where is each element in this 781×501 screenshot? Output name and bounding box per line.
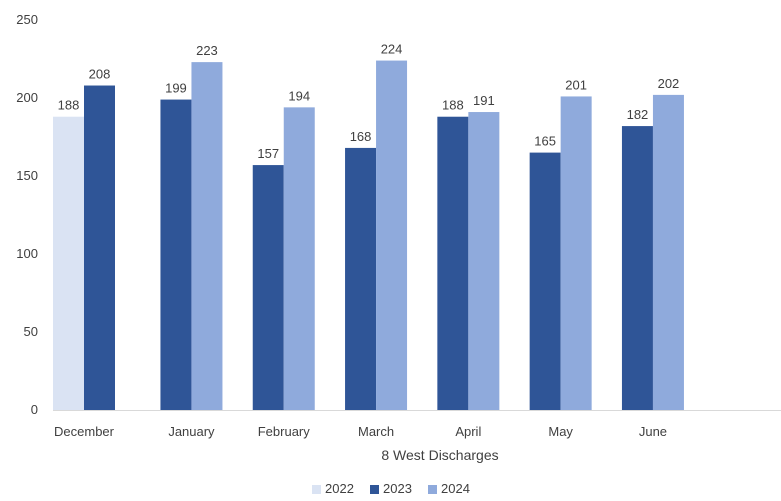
y-axis-ticks: 0 50 100 150 200 250 <box>16 12 38 417</box>
data-label-2023-december: 208 <box>89 67 111 82</box>
data-label-2023-february: 157 <box>257 146 279 161</box>
data-label-2023-may: 165 <box>534 134 556 149</box>
legend-label-2022: 2022 <box>325 481 354 496</box>
y-tick-label: 0 <box>31 402 38 417</box>
bar-2024-may <box>560 96 592 410</box>
legend-label-2024: 2024 <box>441 481 470 496</box>
data-label-2023-june: 182 <box>627 107 649 122</box>
bar-2023-june <box>621 126 653 410</box>
bar-2023-december <box>84 85 115 411</box>
y-tick-label: 100 <box>16 246 38 261</box>
x-tick-label: June <box>639 424 667 439</box>
data-label-2023-march: 168 <box>350 129 372 144</box>
x-tick-label: March <box>358 424 394 439</box>
data-label-2024-june: 202 <box>658 76 680 91</box>
bar-2022-december <box>53 116 84 410</box>
bar-2023-april <box>437 116 469 410</box>
bar-2023-march <box>345 147 377 411</box>
x-tick-label: May <box>548 424 573 439</box>
bar-2023-may <box>529 152 561 410</box>
x-axis-title: 8 West Discharges <box>381 447 498 463</box>
y-tick-label: 50 <box>24 324 38 339</box>
legend-swatch-2023 <box>370 485 379 494</box>
bars <box>53 60 684 411</box>
x-tick-label: December <box>54 424 115 439</box>
legend-swatch-2024 <box>428 485 437 494</box>
x-axis-ticks: December January February March April May June <box>54 424 667 439</box>
bar-2024-february <box>283 107 315 411</box>
data-label-2024-may: 201 <box>565 77 587 92</box>
data-label-2024-january: 223 <box>196 43 218 58</box>
y-tick-label: 250 <box>16 12 38 27</box>
data-label-2023-april: 188 <box>442 98 464 113</box>
x-tick-label: April <box>455 424 481 439</box>
bar-2024-march <box>376 60 408 411</box>
bar-2024-june <box>652 94 684 410</box>
y-tick-label: 150 <box>16 168 38 183</box>
legend: 2022 2023 2024 <box>312 481 470 496</box>
legend-swatch-2022 <box>312 485 321 494</box>
data-labels: 188 208 199 223 157 194 168 224 188 191 165 201 182 2… <box>58 42 680 162</box>
x-tick-label: January <box>168 424 215 439</box>
bar-2024-january <box>191 62 223 411</box>
y-tick-label: 200 <box>16 90 38 105</box>
data-label-2023-january: 199 <box>165 81 187 96</box>
bar-2023-january <box>160 99 192 410</box>
data-label-2024-march: 224 <box>381 42 403 57</box>
data-label-2024-february: 194 <box>288 88 310 103</box>
legend-label-2023: 2023 <box>383 481 412 496</box>
data-label-2022-december: 188 <box>58 98 80 113</box>
bar-2023-february <box>252 165 284 410</box>
bar-2024-april <box>468 112 500 410</box>
data-label-2024-april: 191 <box>473 93 495 108</box>
x-tick-label: February <box>258 424 311 439</box>
